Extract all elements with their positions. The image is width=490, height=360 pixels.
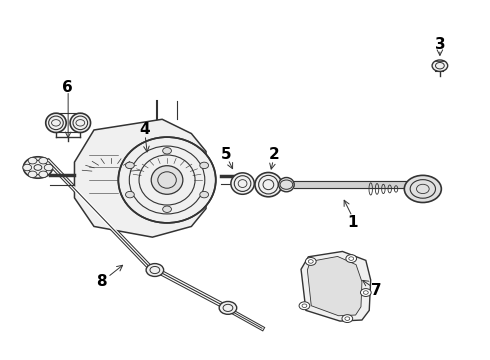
Circle shape (305, 257, 316, 265)
Text: 8: 8 (96, 274, 107, 289)
Circle shape (28, 157, 37, 164)
Circle shape (24, 157, 52, 178)
Circle shape (200, 192, 209, 198)
Polygon shape (74, 119, 206, 237)
Text: 4: 4 (140, 122, 150, 138)
Circle shape (39, 171, 48, 177)
Circle shape (39, 157, 48, 164)
Text: 2: 2 (269, 148, 280, 162)
Circle shape (23, 164, 31, 171)
Circle shape (432, 60, 448, 71)
Ellipse shape (231, 173, 254, 194)
Circle shape (404, 175, 441, 203)
Circle shape (28, 171, 37, 177)
Circle shape (342, 315, 353, 323)
Circle shape (346, 255, 357, 262)
Circle shape (125, 162, 134, 168)
Circle shape (44, 164, 53, 171)
Ellipse shape (118, 137, 216, 223)
Circle shape (361, 289, 371, 296)
Polygon shape (307, 256, 362, 316)
Circle shape (163, 148, 172, 154)
Polygon shape (301, 251, 371, 321)
Ellipse shape (70, 113, 91, 132)
Circle shape (163, 206, 172, 212)
Ellipse shape (255, 172, 282, 197)
Circle shape (219, 301, 237, 314)
Circle shape (125, 192, 134, 198)
Ellipse shape (279, 177, 294, 192)
Ellipse shape (151, 166, 183, 194)
Text: 5: 5 (221, 147, 232, 162)
Text: 1: 1 (347, 215, 357, 230)
Text: 3: 3 (435, 37, 445, 52)
Text: 6: 6 (62, 80, 73, 95)
Text: 7: 7 (371, 283, 382, 298)
Ellipse shape (46, 113, 66, 132)
Circle shape (299, 302, 310, 310)
Circle shape (146, 264, 164, 276)
Circle shape (200, 162, 209, 168)
